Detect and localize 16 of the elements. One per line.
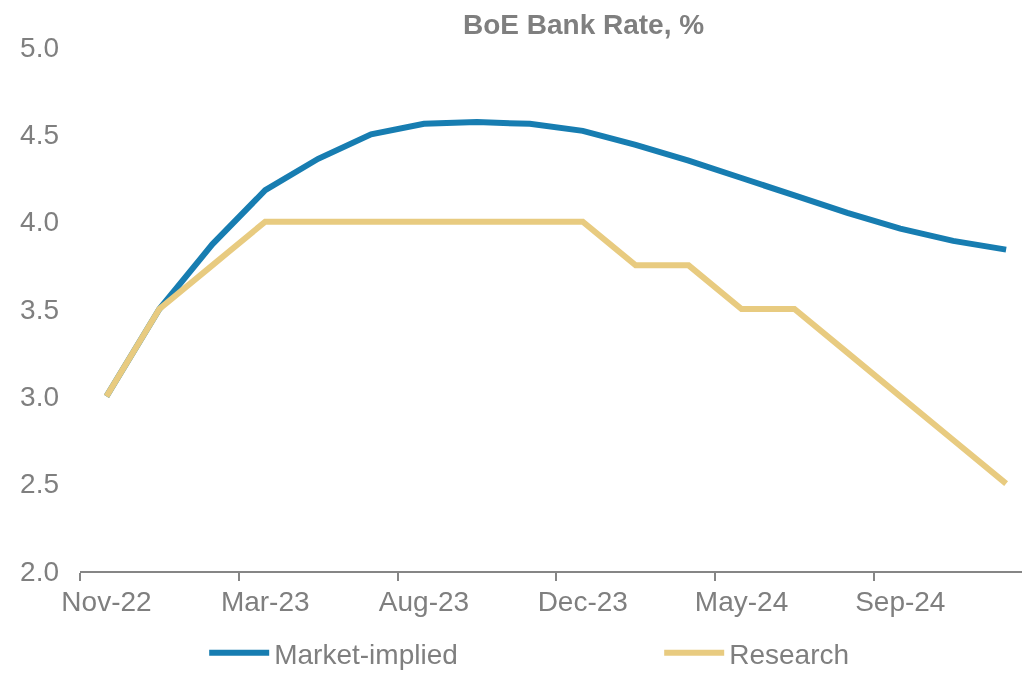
x-tick-label: May-24 [694,585,789,617]
x-tick-label: Sep-24 [855,585,946,617]
y-tick-label: 4.5 [20,119,59,151]
legend-label: Research [729,638,850,670]
y-tick-label: 2.0 [20,555,59,587]
y-tick-label: 3.0 [20,381,59,413]
chart-title: BoE Bank Rate, % [462,8,705,40]
x-tick-label: Dec-23 [537,585,628,617]
x-tick-label: Aug-23 [378,585,470,617]
y-tick-label: 2.5 [20,468,59,500]
y-tick-label: 5.0 [20,31,59,63]
y-tick-label: 3.5 [20,293,59,325]
x-tick-label: Mar-23 [220,585,310,617]
legend-label: Market-implied [274,638,458,670]
y-tick-label: 4.0 [20,206,59,238]
x-tick-label: Nov-22 [61,585,152,617]
